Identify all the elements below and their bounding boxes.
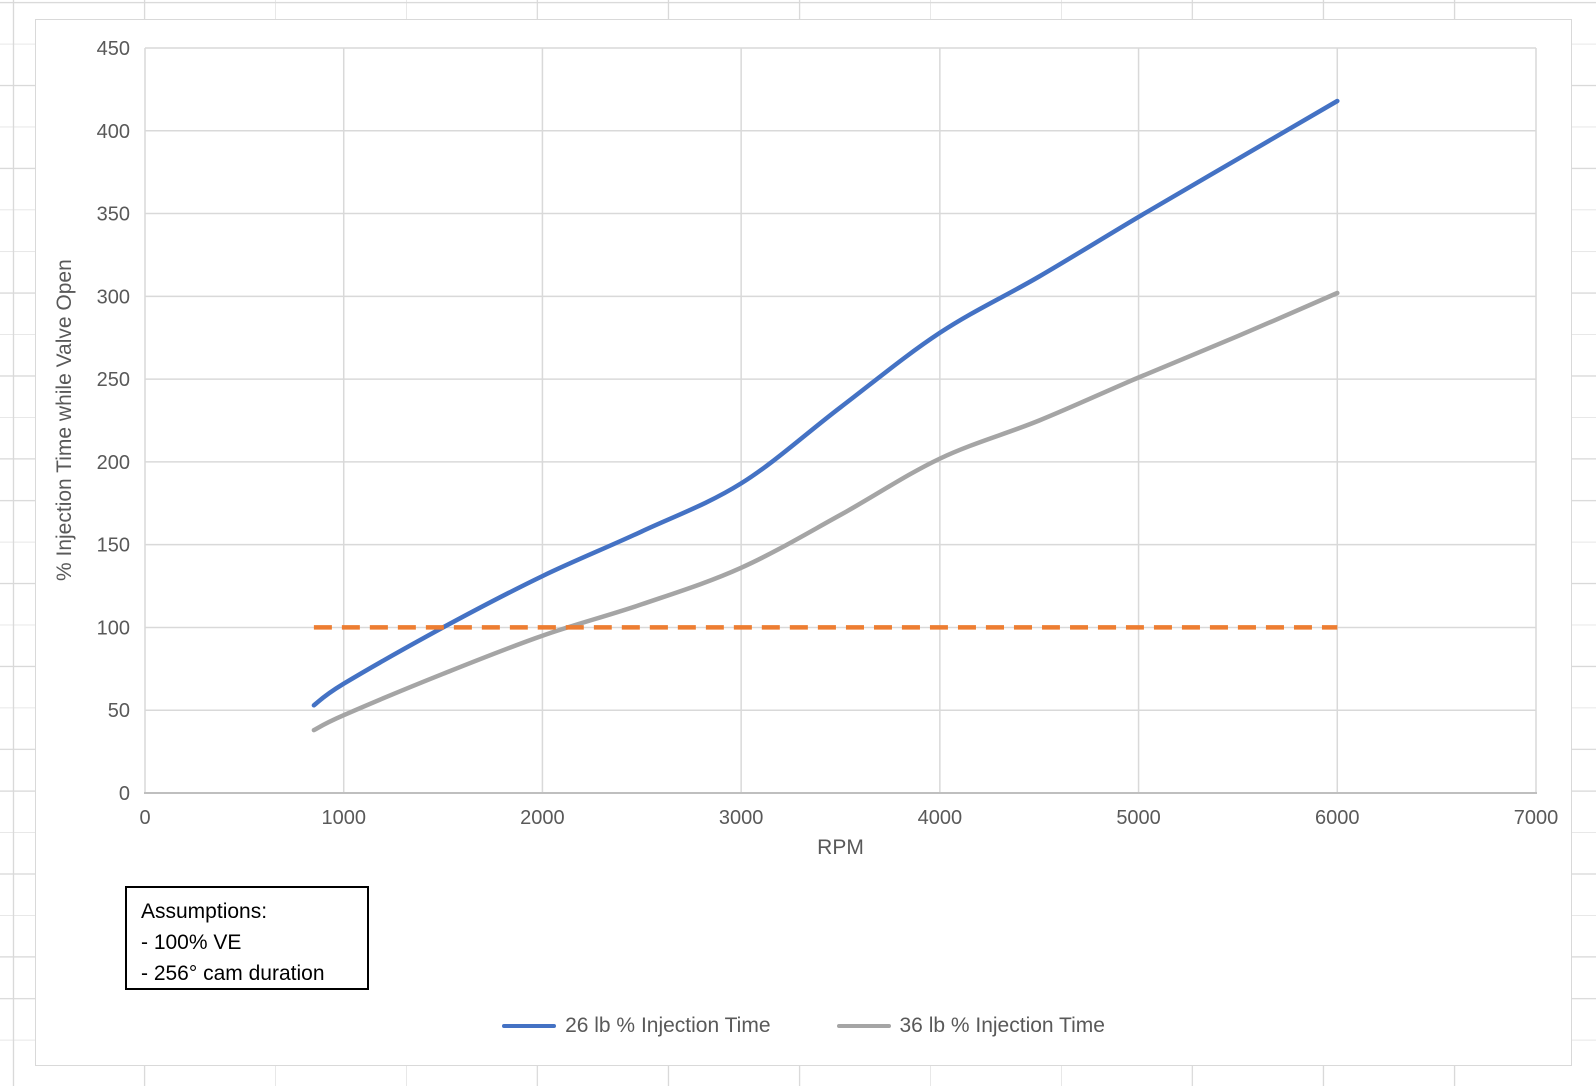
y-tick-label: 50 <box>108 700 130 722</box>
assumptions-textbox[interactable]: Assumptions: - 100% VE - 256° cam durati… <box>125 886 369 990</box>
series-line-1[interactable] <box>311 290 1340 733</box>
x-tick-label: 1000 <box>321 807 366 829</box>
legend-item-36lb[interactable]: 36 lb % Injection Time <box>836 1014 1105 1038</box>
legend-line-sample-blue <box>502 1024 557 1028</box>
series-line-0[interactable] <box>311 98 1340 708</box>
legend-label: 36 lb % Injection Time <box>899 1014 1105 1037</box>
x-tick-label: 7000 <box>1514 807 1559 829</box>
chart-legend: 26 lb % Injection Time 36 lb % Injection… <box>36 1014 1571 1038</box>
y-tick-label: 100 <box>97 617 130 639</box>
y-tick-label: 350 <box>97 204 130 226</box>
y-tick-label: 300 <box>97 286 130 308</box>
y-axis-title: % Injection Time while Valve Open <box>53 259 76 582</box>
x-axis-title: RPM <box>817 836 864 859</box>
legend-item-26lb[interactable]: 26 lb % Injection Time <box>502 1014 771 1038</box>
chart-object[interactable]: 0 50 100 150 200 250 300 350 400 450 0 1000 2000 3000… <box>35 19 1572 1066</box>
assumption-line: - 256° cam duration <box>141 962 325 985</box>
x-tick-label: 2000 <box>520 807 565 829</box>
y-tick-label: 0 <box>119 783 130 805</box>
assumption-line: - 100% VE <box>141 931 242 954</box>
assumptions-title: Assumptions: <box>141 900 268 923</box>
legend-line-sample-gray <box>836 1024 891 1028</box>
y-tick-label: 250 <box>97 369 130 391</box>
y-tick-label: 200 <box>97 452 130 474</box>
plot-area: 0 50 100 150 200 250 300 350 400 450 0 1000 2000 3000… <box>97 38 1559 829</box>
y-tick-label: 400 <box>97 121 130 143</box>
x-tick-label: 0 <box>139 807 150 829</box>
x-tick-label: 6000 <box>1315 807 1360 829</box>
y-tick-label: 450 <box>97 38 130 60</box>
y-tick-label: 150 <box>97 535 130 557</box>
x-tick-label: 3000 <box>719 807 764 829</box>
legend-label: 26 lb % Injection Time <box>565 1014 771 1037</box>
x-tick-label: 4000 <box>918 807 963 829</box>
x-tick-label: 5000 <box>1116 807 1161 829</box>
